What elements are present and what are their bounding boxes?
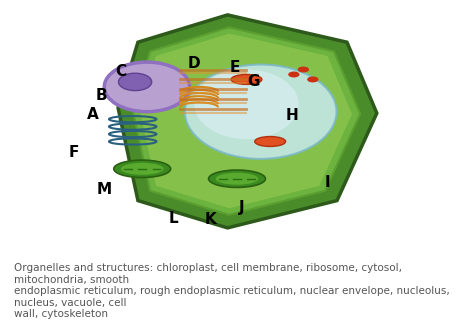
- Text: I: I: [324, 175, 330, 190]
- Text: J: J: [239, 200, 245, 215]
- Ellipse shape: [185, 65, 337, 159]
- Ellipse shape: [114, 160, 171, 177]
- Circle shape: [307, 76, 319, 82]
- Polygon shape: [118, 15, 377, 228]
- Text: C: C: [115, 65, 127, 79]
- Ellipse shape: [121, 163, 164, 175]
- Ellipse shape: [104, 62, 190, 112]
- Text: L: L: [168, 211, 178, 226]
- Ellipse shape: [194, 70, 299, 139]
- Text: H: H: [285, 108, 298, 123]
- Text: K: K: [205, 212, 217, 227]
- Text: G: G: [247, 74, 260, 89]
- Ellipse shape: [118, 73, 152, 91]
- Text: E: E: [229, 60, 240, 74]
- Text: A: A: [87, 107, 98, 122]
- Circle shape: [298, 67, 309, 72]
- Ellipse shape: [255, 136, 285, 146]
- Text: D: D: [188, 56, 201, 71]
- Ellipse shape: [231, 74, 262, 84]
- Polygon shape: [140, 33, 352, 208]
- Ellipse shape: [216, 173, 258, 185]
- Text: M: M: [97, 182, 112, 197]
- Ellipse shape: [209, 170, 265, 187]
- Text: B: B: [96, 88, 108, 103]
- Text: Organelles and structures: chloroplast, cell membrane, ribosome, cytosol, mitoch: Organelles and structures: chloroplast, …: [14, 263, 450, 319]
- Circle shape: [288, 71, 300, 77]
- Text: F: F: [68, 145, 79, 160]
- Polygon shape: [133, 27, 360, 215]
